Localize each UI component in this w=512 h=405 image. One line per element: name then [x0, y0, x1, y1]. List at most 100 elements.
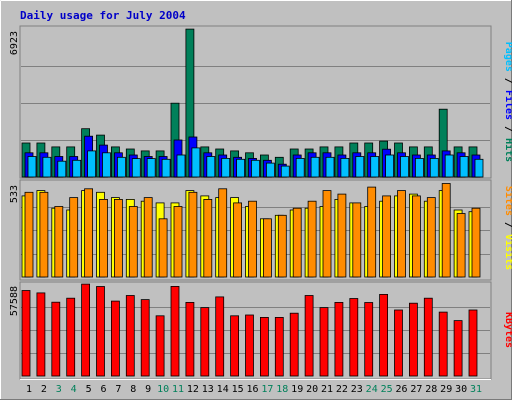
x-tick-day-23: 23: [351, 384, 363, 395]
bar-sites-day-28: [426, 197, 436, 278]
x-tick-day-16: 16: [246, 384, 258, 395]
bar-pages-day-31: [474, 158, 484, 178]
bar-pages-day-24: [370, 156, 380, 178]
x-tick-day-29: 29: [440, 384, 452, 395]
x-tick-day-14: 14: [217, 384, 229, 395]
x-tick-day-25: 25: [381, 384, 393, 395]
x-tick-day-11: 11: [172, 384, 184, 395]
x-tick-day-2: 2: [41, 384, 47, 395]
x-tick-day-28: 28: [425, 384, 437, 395]
legend-visits: Visits: [503, 234, 512, 270]
x-tick-day-26: 26: [395, 384, 407, 395]
bar-kbytes-day-14: [215, 296, 225, 377]
bar-kbytes-day-11: [170, 285, 180, 377]
bar-sites-day-30: [456, 213, 466, 278]
bar-pages-day-8: [131, 158, 141, 178]
bar-pages-day-22: [340, 157, 350, 178]
bar-kbytes-day-23: [349, 298, 359, 377]
bar-pages-day-26: [400, 156, 409, 178]
bar-sites-day-15: [233, 202, 243, 278]
bar-kbytes-day-19: [289, 312, 299, 377]
bar-kbytes-day-28: [423, 297, 433, 377]
legend-separator: /: [503, 120, 512, 138]
x-tick-day-27: 27: [410, 384, 422, 395]
bar-pages-day-23: [355, 156, 365, 178]
bar-kbytes-day-15: [230, 315, 240, 377]
bar-kbytes-day-21: [319, 307, 329, 377]
bar-sites-day-7: [114, 198, 123, 278]
legend-separator: /: [503, 216, 512, 234]
bar-kbytes-day-25: [379, 293, 389, 377]
x-tick-day-19: 19: [291, 384, 303, 395]
bar-sites-day-1: [24, 191, 34, 278]
x-tick-day-30: 30: [455, 384, 467, 395]
bar-kbytes-day-2: [36, 292, 46, 377]
bar-kbytes-day-5: [81, 283, 90, 377]
bar-kbytes-day-22: [334, 301, 344, 377]
bar-pages-day-4: [72, 159, 82, 178]
x-tick-day-24: 24: [366, 384, 378, 395]
bar-kbytes-day-27: [408, 302, 418, 377]
series-legend-label: Sites / Visits: [503, 186, 512, 270]
bar-pages-day-20: [310, 156, 320, 178]
bar-pages-day-5: [87, 150, 96, 178]
bar-sites-day-17: [262, 218, 272, 278]
bar-pages-day-27: [414, 157, 424, 178]
bar-pages-day-13: [206, 156, 216, 178]
bar-sites-day-18: [277, 214, 287, 278]
bar-pages-day-10: [161, 158, 171, 178]
bar-pages-day-15: [236, 158, 246, 178]
bar-sites-day-31: [471, 207, 481, 278]
legend-kbytes: KBytes: [503, 312, 512, 348]
bar-sites-day-2: [39, 191, 49, 278]
bar-pages-day-3: [57, 160, 67, 178]
bar-sites-day-3: [54, 206, 64, 278]
bar-pages-day-12: [191, 147, 201, 178]
bar-pages-day-28: [429, 157, 439, 178]
x-tick-day-4: 4: [71, 384, 77, 395]
bar-kbytes-day-29: [438, 311, 448, 377]
bar-sites-day-12: [188, 191, 198, 278]
bar-sites-day-26: [397, 190, 406, 278]
series-legend-label: KBytes: [503, 312, 512, 348]
x-tick-day-18: 18: [276, 384, 288, 395]
series-legend-label: Pages / Files / Hits: [503, 42, 512, 162]
bar-sites-day-27: [411, 195, 421, 278]
legend-files: Files: [503, 90, 512, 120]
bar-pages-day-1: [27, 156, 37, 178]
y-max-label: 57588: [9, 286, 20, 316]
bar-kbytes-day-6: [96, 286, 105, 377]
bar-kbytes-day-4: [66, 297, 76, 377]
bars-layer: [21, 28, 484, 377]
bar-pages-day-16: [251, 159, 260, 178]
bar-sites-day-9: [143, 197, 153, 278]
x-tick-day-9: 9: [145, 384, 151, 395]
bar-pages-day-9: [146, 158, 156, 178]
bar-kbytes-day-8: [125, 295, 135, 377]
bar-kbytes-day-13: [200, 307, 210, 377]
legend-sites: Sites: [503, 186, 512, 216]
bar-kbytes-day-12: [185, 301, 195, 377]
bar-kbytes-day-10: [155, 315, 165, 377]
x-tick-day-15: 15: [232, 384, 244, 395]
bar-kbytes-day-31: [468, 309, 478, 377]
bar-kbytes-day-16: [245, 314, 254, 377]
bar-pages-day-18: [280, 165, 290, 178]
bar-sites-day-23: [352, 202, 362, 278]
legend-hits: Hits: [503, 138, 512, 162]
x-tick-day-8: 8: [130, 384, 136, 395]
bar-kbytes-day-30: [453, 320, 463, 377]
chart-title: Daily usage for July 2004: [20, 9, 186, 22]
bar-pages-day-7: [117, 156, 126, 178]
bar-sites-day-8: [128, 206, 138, 278]
x-tick-day-17: 17: [261, 384, 273, 395]
bar-sites-day-4: [69, 197, 79, 278]
bar-sites-day-24: [367, 186, 377, 278]
bar-kbytes-day-1: [21, 290, 31, 377]
bar-kbytes-day-18: [274, 316, 284, 377]
x-tick-day-1: 1: [26, 384, 32, 395]
bar-pages-day-21: [325, 156, 335, 178]
bar-sites-day-6: [99, 198, 108, 278]
legend-pages: Pages: [503, 42, 512, 72]
